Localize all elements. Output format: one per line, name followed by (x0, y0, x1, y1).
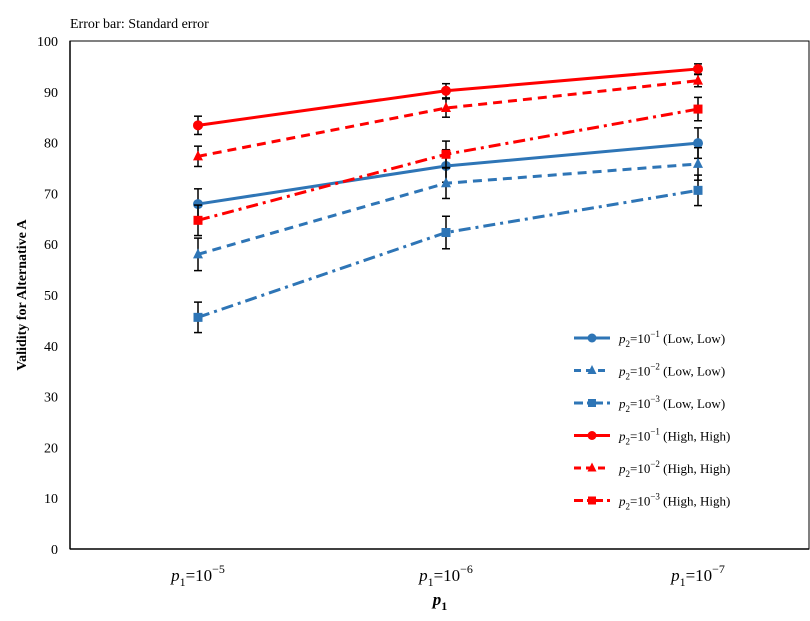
series-layer (193, 63, 703, 334)
data-point-marker (693, 74, 703, 85)
series-3 (193, 174, 703, 334)
legend-label: p2=10−3 (High, High) (618, 492, 730, 512)
data-point-marker (193, 215, 203, 225)
y-tick-labels: 0 10 20 30 40 50 60 70 80 90 100 (37, 35, 58, 558)
y-tick-label: 60 (44, 238, 58, 253)
data-point-marker (587, 431, 597, 440)
y-tick-label: 70 (44, 187, 58, 202)
data-point-marker (193, 120, 203, 131)
data-point-marker (693, 104, 703, 114)
data-point-marker (193, 150, 203, 161)
data-point-marker (193, 248, 203, 259)
series-2 (193, 146, 703, 272)
legend-entry: p2=10−1 (High, High) (574, 427, 730, 447)
series-line (197, 79, 699, 158)
data-point-marker (587, 333, 597, 343)
legend: p2=10−1 (Low, Low) p2=10−2 (Low, Low) p2=1… (574, 329, 730, 512)
x-tick-label: p1=10−5 (170, 562, 225, 589)
data-point-marker (693, 63, 703, 74)
legend-label: p2=10−3 (Low, Low) (618, 394, 725, 414)
data-point-marker (693, 185, 703, 195)
y-tick-label: 40 (44, 340, 58, 355)
y-tick-label: 10 (44, 492, 58, 507)
data-point-marker (587, 462, 597, 472)
legend-label: p2=10−1 (Low, Low) (618, 329, 725, 349)
legend-entry: p2=10−3 (Low, Low) (574, 394, 725, 414)
y-tick-label: 100 (37, 35, 58, 50)
legend-label: p2=10−1 (High, High) (618, 427, 730, 447)
series-line (197, 188, 699, 319)
data-point-marker (441, 149, 451, 159)
data-point-marker (193, 199, 203, 210)
data-point-marker (693, 157, 703, 168)
data-point-marker (693, 138, 703, 149)
legend-label: p2=10−2 (Low, Low) (618, 362, 725, 382)
x-tick-labels: p1=10−5 p1=10−6 p1=10−7 (170, 562, 725, 589)
y-tick-label: 0 (51, 543, 58, 558)
legend-entry: p2=10−2 (High, High) (574, 459, 730, 479)
errorbar-note: Error bar: Standard error (70, 17, 209, 32)
legend-entry: p2=10−2 (Low, Low) (574, 362, 725, 382)
data-point-marker (588, 399, 596, 407)
data-point-marker (441, 102, 451, 113)
data-point-marker (441, 228, 451, 238)
series-5 (193, 73, 703, 168)
x-tick-label: p1=10−7 (670, 562, 725, 589)
legend-label: p2=10−2 (High, High) (618, 459, 730, 479)
y-tick-label: 90 (44, 86, 58, 101)
y-tick-label: 30 (44, 391, 58, 406)
data-point-marker (441, 85, 451, 96)
data-point-marker (193, 312, 203, 322)
legend-entry: p2=10−3 (High, High) (574, 492, 730, 512)
y-tick-label: 50 (44, 289, 58, 304)
y-tick-label: 80 (44, 137, 58, 152)
data-point-marker (441, 177, 451, 188)
legend-entry: p2=10−1 (Low, Low) (574, 329, 725, 349)
data-point-marker (588, 496, 596, 505)
x-tick-label: p1=10−6 (418, 562, 473, 589)
x-axis-title: p1 (431, 590, 448, 613)
y-axis-title: Validity for Alternative A (15, 218, 30, 370)
y-tick-label: 20 (44, 441, 58, 456)
data-point-marker (587, 365, 597, 374)
series-6 (193, 96, 703, 237)
series-line (197, 162, 699, 256)
